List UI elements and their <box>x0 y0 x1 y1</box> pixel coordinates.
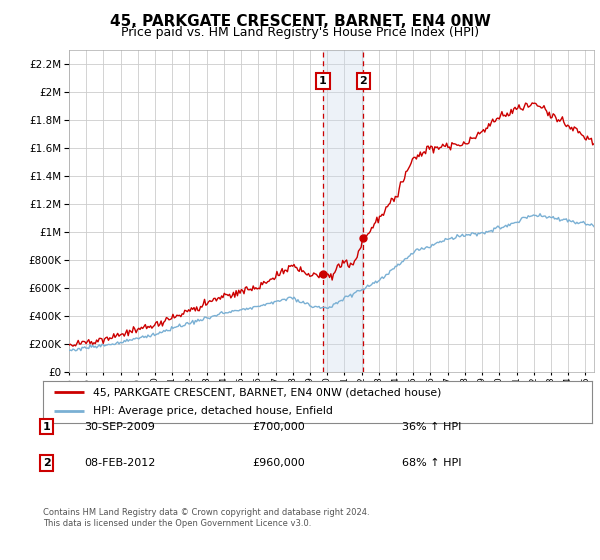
Text: 68% ↑ HPI: 68% ↑ HPI <box>402 458 461 468</box>
Text: Price paid vs. HM Land Registry's House Price Index (HPI): Price paid vs. HM Land Registry's House … <box>121 26 479 39</box>
Text: Contains HM Land Registry data © Crown copyright and database right 2024.
This d: Contains HM Land Registry data © Crown c… <box>43 508 370 528</box>
Text: £960,000: £960,000 <box>252 458 305 468</box>
Text: 2: 2 <box>359 76 367 86</box>
Text: 1: 1 <box>43 422 50 432</box>
Text: HPI: Average price, detached house, Enfield: HPI: Average price, detached house, Enfi… <box>92 407 332 417</box>
Text: 1: 1 <box>319 76 327 86</box>
Text: 36% ↑ HPI: 36% ↑ HPI <box>402 422 461 432</box>
Text: 45, PARKGATE CRESCENT, BARNET, EN4 0NW (detached house): 45, PARKGATE CRESCENT, BARNET, EN4 0NW (… <box>92 387 441 397</box>
Text: £700,000: £700,000 <box>252 422 305 432</box>
Text: 45, PARKGATE CRESCENT, BARNET, EN4 0NW: 45, PARKGATE CRESCENT, BARNET, EN4 0NW <box>110 14 490 29</box>
Bar <box>323 50 364 372</box>
Text: 2: 2 <box>43 458 50 468</box>
Text: 30-SEP-2009: 30-SEP-2009 <box>84 422 155 432</box>
Text: 08-FEB-2012: 08-FEB-2012 <box>84 458 155 468</box>
